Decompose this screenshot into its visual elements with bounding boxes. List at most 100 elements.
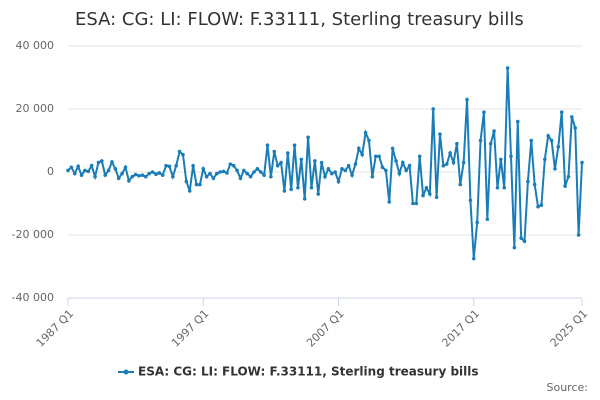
y-tick-label: 40 000 (16, 39, 55, 52)
data-point (228, 162, 233, 166)
data-point (69, 165, 74, 170)
data-point (451, 160, 456, 165)
data-point (309, 185, 314, 190)
data-point (461, 160, 466, 165)
data-point (458, 182, 463, 187)
data-point (397, 171, 402, 176)
data-point (387, 200, 392, 204)
data-point (174, 163, 179, 168)
data-point (434, 195, 439, 199)
data-point (157, 171, 162, 175)
data-point (86, 169, 91, 174)
data-point (252, 170, 256, 174)
data-point (127, 179, 131, 183)
data-point (475, 220, 479, 225)
data-point (438, 132, 442, 136)
data-point (171, 174, 175, 179)
data-point (482, 110, 486, 114)
data-point (79, 173, 84, 177)
legend-label: ESA: CG: LI: FLOW: F.33111, Sterling tre… (138, 365, 479, 379)
data-point (100, 159, 104, 163)
data-point (428, 192, 432, 196)
data-point (529, 138, 534, 143)
data-point (431, 107, 436, 111)
data-point (106, 168, 111, 173)
data-point (468, 198, 473, 203)
data-point (414, 201, 419, 206)
data-point (556, 145, 561, 149)
data-point (363, 130, 368, 135)
data-point (83, 168, 87, 173)
data-point (404, 168, 408, 173)
data-point (360, 152, 364, 157)
data-point (495, 185, 500, 190)
data-point (549, 138, 554, 143)
data-point (177, 149, 182, 154)
data-point (559, 110, 564, 114)
data-point (499, 157, 503, 162)
data-point (255, 167, 260, 171)
data-point (509, 154, 513, 159)
source: Source: (547, 381, 589, 394)
x-tick-label: 2007 Q1 (304, 307, 347, 350)
data-point (350, 173, 354, 177)
data-point (235, 168, 239, 173)
data-point (576, 233, 581, 237)
data-point (444, 162, 449, 166)
data-point (492, 129, 496, 133)
data-point (357, 146, 361, 151)
data-point (231, 163, 236, 168)
data-point (566, 174, 571, 179)
data-point (211, 176, 216, 181)
data-point (76, 164, 80, 169)
data-point (218, 170, 222, 174)
data-point (478, 138, 483, 143)
x-tick-label: 2017 Q1 (439, 307, 482, 350)
data-point (265, 143, 270, 148)
data-point (512, 245, 517, 250)
data-point (313, 159, 317, 163)
data-point (424, 185, 429, 190)
data-point (573, 126, 578, 130)
data-point (292, 143, 297, 148)
data-point (532, 182, 537, 187)
data-point (221, 169, 226, 174)
data-point (214, 171, 219, 176)
data-point (289, 187, 293, 192)
data-point (103, 173, 107, 177)
data-point (336, 179, 341, 184)
data-point (526, 179, 530, 184)
data-point (380, 165, 385, 170)
data-point (140, 173, 145, 177)
data-point (553, 167, 557, 171)
data-point (539, 203, 544, 207)
data-point (522, 239, 527, 244)
data-point (411, 201, 415, 206)
data-point (143, 174, 148, 179)
data-point (316, 192, 321, 196)
data-point (187, 189, 192, 193)
y-tick-label: 20 000 (16, 102, 55, 115)
data-point (89, 163, 94, 168)
data-point (384, 168, 388, 173)
data-point (242, 168, 246, 173)
data-point (96, 160, 101, 165)
data-point (279, 160, 283, 165)
data-point (407, 163, 412, 168)
data-point (167, 164, 172, 169)
chart-title: ESA: CG: LI: FLOW: F.33111, Sterling tre… (75, 9, 524, 30)
legend-marker (123, 369, 129, 375)
data-point (262, 173, 266, 177)
data-point (147, 171, 151, 176)
data-point (248, 174, 253, 179)
data-point (488, 141, 493, 146)
data-point (373, 154, 378, 159)
data-point (150, 170, 155, 174)
data-point (113, 167, 118, 171)
data-point (343, 168, 348, 173)
data-point (116, 176, 121, 181)
data-point (465, 97, 469, 102)
data-point (181, 152, 185, 157)
data-point (441, 163, 446, 168)
data-point (269, 174, 273, 179)
